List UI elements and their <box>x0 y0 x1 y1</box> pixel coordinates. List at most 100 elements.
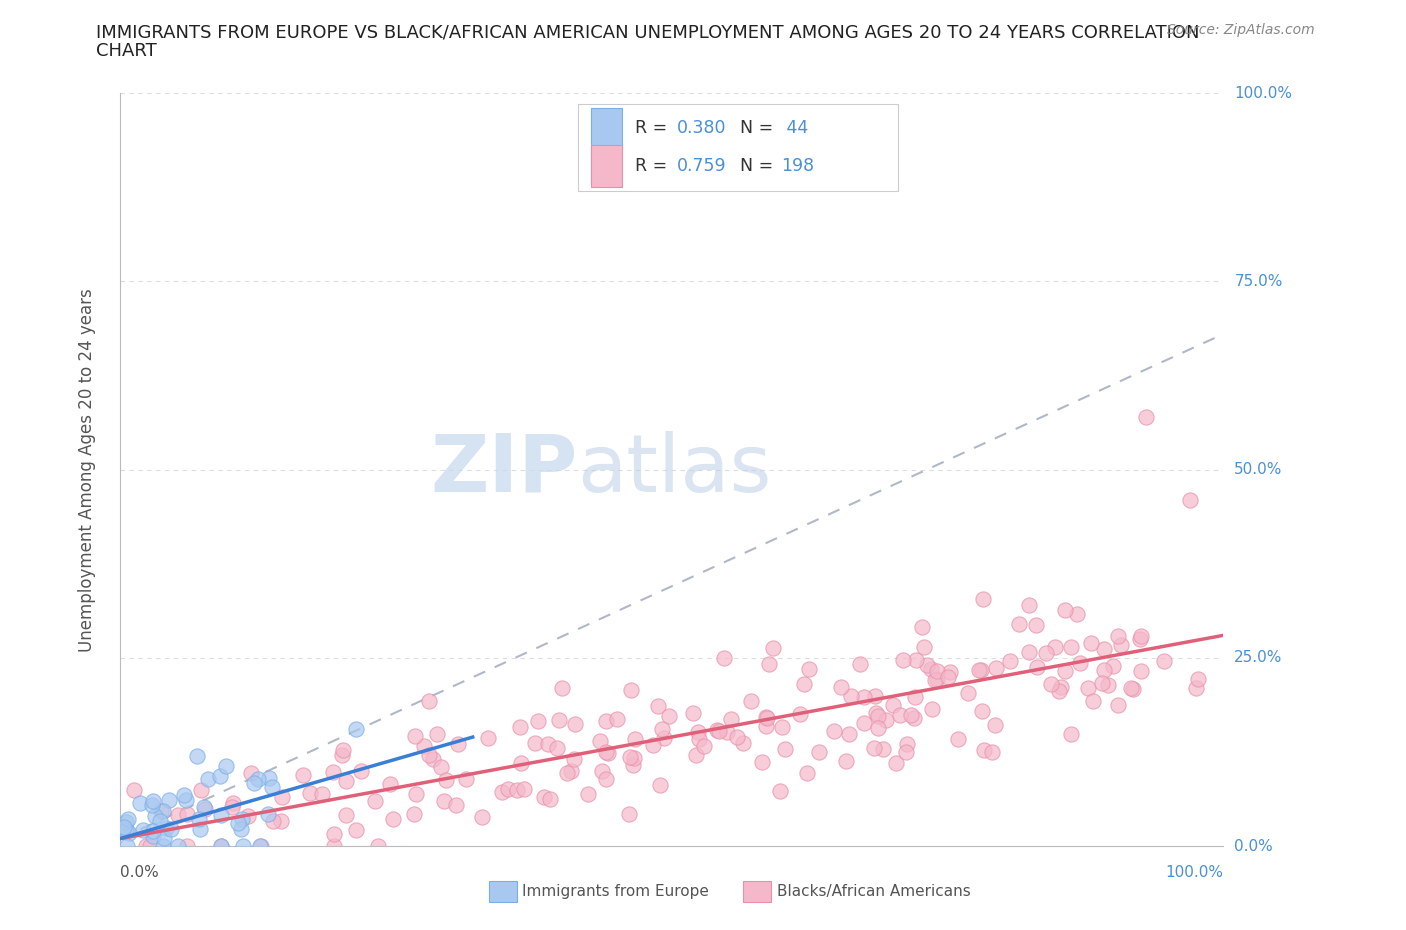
Point <box>984 661 1007 676</box>
Point <box>527 714 550 729</box>
Point <box>444 798 467 813</box>
Point <box>142 829 165 844</box>
Point <box>538 792 561 807</box>
Point <box>454 771 477 786</box>
Text: N =: N = <box>740 119 779 138</box>
Point <box>904 689 927 704</box>
Point <box>249 838 271 853</box>
Point <box>152 838 174 853</box>
Point <box>117 811 139 826</box>
Point <box>152 804 174 819</box>
Text: IMMIGRANTS FROM EUROPE VS BLACK/AFRICAN AMERICAN UNEMPLOYMENT AMONG AGES 20 TO 2: IMMIGRANTS FROM EUROPE VS BLACK/AFRICAN … <box>96 23 1199 41</box>
Point <box>1097 678 1119 693</box>
Point <box>150 804 173 819</box>
Point <box>367 838 389 853</box>
Text: 75.0%: 75.0% <box>1234 273 1282 289</box>
Point <box>174 792 197 807</box>
Point <box>551 681 574 696</box>
Point <box>533 790 555 804</box>
Point <box>647 698 669 713</box>
Point <box>564 716 586 731</box>
Point <box>299 786 322 801</box>
Point <box>1092 642 1115 657</box>
Point <box>905 653 928 668</box>
Point <box>332 742 354 757</box>
Point <box>866 721 889 736</box>
Point <box>471 809 494 824</box>
Point <box>115 823 138 838</box>
Point <box>1059 726 1081 741</box>
Point <box>839 688 862 703</box>
Point <box>707 724 730 738</box>
Point <box>115 815 138 830</box>
Point <box>853 690 876 705</box>
Point <box>1039 676 1062 691</box>
Point <box>1060 640 1083 655</box>
Point <box>247 771 270 786</box>
Point <box>911 620 934 635</box>
Point <box>350 764 373 778</box>
Point <box>257 771 280 786</box>
Point <box>889 707 911 722</box>
Point <box>754 719 776 734</box>
Point <box>1092 662 1115 677</box>
Point <box>322 838 344 853</box>
Point <box>769 783 792 798</box>
Point <box>652 731 675 746</box>
Point <box>1080 636 1102 651</box>
Point <box>262 779 284 794</box>
Point <box>447 737 470 751</box>
Point <box>758 657 780 671</box>
Point <box>998 654 1021 669</box>
Point <box>720 711 742 726</box>
Point <box>838 726 860 741</box>
Point <box>823 724 845 738</box>
Point <box>433 793 456 808</box>
Point <box>1107 698 1129 712</box>
Point <box>173 788 195 803</box>
Point <box>166 838 188 853</box>
Point <box>215 758 238 773</box>
Point <box>865 705 887 720</box>
Point <box>381 812 404 827</box>
Point <box>422 751 444 766</box>
Point <box>1066 606 1088 621</box>
Point <box>924 672 946 687</box>
Point <box>589 734 612 749</box>
Point <box>330 748 353 763</box>
Point <box>209 807 232 822</box>
Point <box>793 677 815 692</box>
Point <box>1185 680 1208 695</box>
Point <box>796 766 818 781</box>
Point <box>751 754 773 769</box>
Point <box>1069 656 1091 671</box>
FancyBboxPatch shape <box>591 108 621 149</box>
Text: atlas: atlas <box>578 431 772 509</box>
Point <box>921 701 943 716</box>
Point <box>849 657 872 671</box>
Point <box>1107 628 1129 643</box>
Point <box>1130 629 1153 644</box>
Point <box>262 814 284 829</box>
Point <box>884 756 907 771</box>
Point <box>1153 654 1175 669</box>
Point <box>903 711 925 725</box>
Point <box>621 757 644 772</box>
Point <box>896 737 918 751</box>
Point <box>159 821 181 836</box>
Point <box>706 723 728 737</box>
Point <box>546 740 568 755</box>
Point <box>560 764 582 779</box>
Point <box>762 641 785 656</box>
Point <box>686 724 709 739</box>
Point <box>562 752 585 767</box>
Point <box>249 838 271 853</box>
Point <box>1083 694 1105 709</box>
Point <box>853 716 876 731</box>
Point <box>138 838 160 853</box>
Point <box>1178 492 1201 507</box>
Point <box>882 698 904 712</box>
Point <box>967 662 990 677</box>
Point <box>1077 681 1099 696</box>
Point <box>956 685 979 700</box>
